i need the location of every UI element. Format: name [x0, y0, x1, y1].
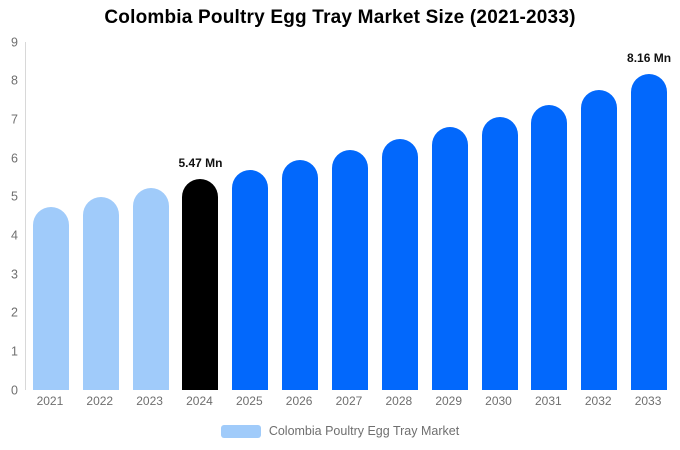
bar-2026	[282, 159, 319, 390]
bar-slot-2026	[275, 42, 325, 390]
y-axis: 0 1 2 3 4 5 6 7 8 9	[0, 36, 20, 396]
bar-2030	[481, 116, 518, 390]
chart-title: Colombia Poultry Egg Tray Market Size (2…	[104, 7, 576, 28]
bar-2028	[381, 138, 418, 390]
bar-2031	[531, 104, 568, 390]
bar-slot-2030	[475, 42, 525, 390]
bar-value-label: 5.47 Mn	[178, 155, 223, 170]
y-tick-label: 4	[11, 228, 18, 243]
bar-slot-2029	[425, 42, 475, 390]
y-tick-label: 1	[11, 344, 18, 359]
bar-slot-2027	[325, 42, 375, 390]
y-tick-label: 2	[11, 305, 18, 320]
x-tick-label-2030: 2030	[485, 394, 512, 408]
bar-slot-2033: 8.16 Mn	[624, 42, 674, 390]
x-tick-label-2022: 2022	[86, 394, 114, 408]
bar-slot-2021	[26, 42, 76, 390]
bar-2029	[431, 127, 468, 390]
y-tick-label: 0	[11, 382, 18, 397]
bar-2027	[331, 149, 368, 390]
x-tick-label-2024: 2024	[186, 394, 213, 408]
bar-2033	[631, 74, 668, 390]
bar-value-label: 8.16 Mn	[627, 51, 672, 66]
bar-slot-2023	[126, 42, 176, 390]
bar-2022	[82, 197, 119, 390]
legend-item[interactable]: Colombia Poultry Egg Tray Market	[220, 424, 460, 438]
x-tick-label-2023: 2023	[136, 394, 163, 408]
plot-area: 5.47 Mn 8.16 Mn	[25, 42, 674, 390]
y-tick-label: 7	[11, 112, 18, 127]
bar-slot-2032	[574, 42, 624, 390]
x-tick-label-2031: 2031	[535, 394, 562, 408]
x-tick-label-2032: 2032	[584, 394, 612, 408]
x-tick-label-2029: 2029	[435, 394, 463, 408]
bar-2032	[581, 90, 618, 390]
legend-swatch-icon	[220, 424, 261, 438]
x-tick-label-2021: 2021	[36, 394, 64, 408]
bar-2024	[182, 178, 219, 390]
x-tick-label-2028: 2028	[385, 394, 413, 408]
y-tick-label: 9	[11, 34, 18, 49]
bar-slot-2031	[524, 42, 574, 390]
y-tick-label: 3	[11, 266, 18, 281]
y-tick-label: 6	[11, 150, 18, 165]
x-tick-label-2026: 2026	[285, 394, 313, 408]
x-tick-label-2027: 2027	[335, 394, 363, 408]
y-tick-label: 5	[11, 189, 18, 204]
legend-label: Colombia Poultry Egg Tray Market	[268, 424, 460, 438]
bar-slot-2024: 5.47 Mn	[176, 42, 226, 390]
bar-slot-2028	[375, 42, 425, 390]
bar-slot-2025	[225, 42, 275, 390]
x-tick-label-2033: 2033	[634, 394, 662, 408]
y-tick-label: 8	[11, 73, 18, 88]
x-tick-label-2025: 2025	[235, 394, 263, 408]
bar-2021	[32, 207, 69, 390]
bar-2023	[132, 188, 169, 390]
bar-2025	[232, 169, 269, 390]
x-axis: 2021 2022 2023 2024 2025 2026 2027 2028 2029 2030…	[25, 394, 673, 408]
bar-slot-2022	[76, 42, 126, 390]
legend: Colombia Poultry Egg Tray Market	[0, 424, 680, 438]
